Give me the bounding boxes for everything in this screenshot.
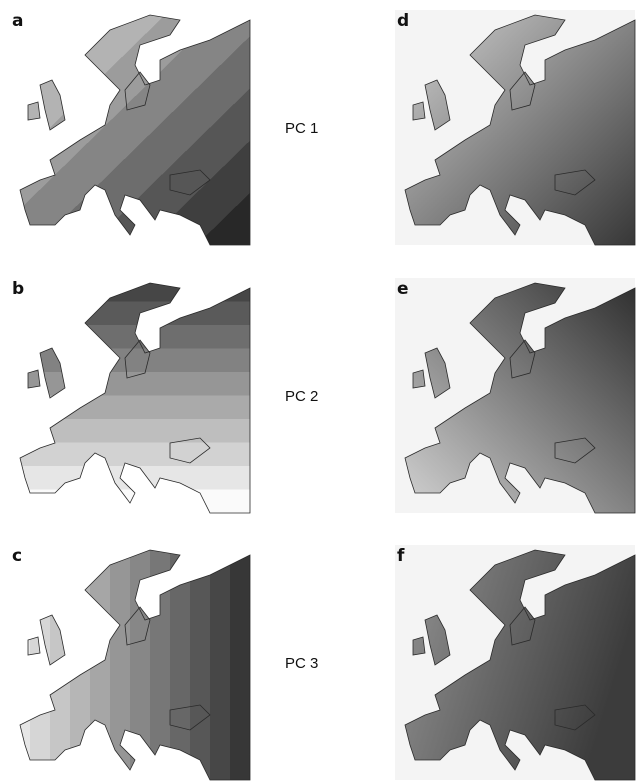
component-label: PC 3	[285, 655, 318, 672]
map	[10, 278, 251, 514]
map	[395, 10, 636, 246]
map	[10, 10, 251, 246]
map	[395, 545, 636, 781]
panel-letter: a	[12, 11, 23, 31]
panel-letter: c	[12, 546, 22, 566]
panel-letter: b	[12, 279, 24, 299]
component-label: PC 1	[285, 120, 318, 137]
component-label: PC 2	[285, 388, 318, 405]
panel-letter: f	[397, 546, 405, 566]
map	[10, 545, 251, 781]
panel-letter: e	[397, 279, 409, 299]
panel-letter: d	[397, 11, 409, 31]
map	[395, 278, 636, 514]
